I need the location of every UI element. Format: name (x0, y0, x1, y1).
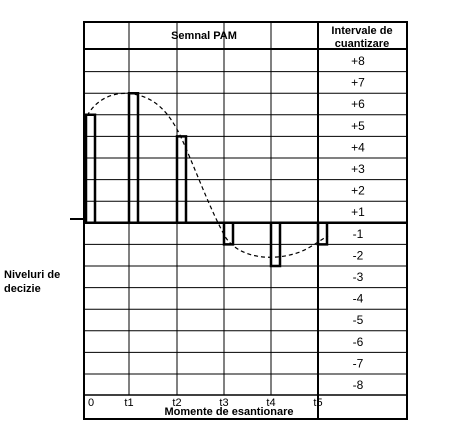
level-label: -1 (353, 227, 364, 241)
analog-signal-curve (83, 92, 329, 258)
level-label: -7 (353, 356, 364, 370)
quantization-level-labels: +8 +7 +6 +5 +4 +3 +2 +1 -1 -2 -3 -4 -5 -6 -7 -8 (351, 54, 365, 392)
pam-pulse (316, 222, 329, 246)
pam-pulse (269, 222, 282, 268)
sampling-moment-tick: t2 (172, 397, 181, 409)
intervals-title-line2: cuantizare (335, 38, 389, 50)
signal-title: Semnal PAM (171, 30, 237, 42)
level-label: +2 (351, 184, 365, 198)
level-label: -6 (353, 335, 364, 349)
level-label: -2 (353, 248, 364, 262)
sampling-moment-tick: t5 (313, 397, 322, 409)
pam-pulse (175, 135, 188, 223)
intervals-title-line1: Intervale de (331, 25, 392, 37)
level-label: -8 (353, 378, 364, 392)
decision-levels-label-line2: decizie (4, 283, 41, 295)
level-label: +8 (351, 54, 365, 68)
level-label: +5 (351, 119, 365, 133)
sampling-moment-tick: 0 (88, 397, 94, 409)
decision-levels-label-line1: Niveluri de (4, 269, 60, 281)
sampling-moment-ticks: 0 t1 t2 t3 t4 t5 (88, 397, 323, 409)
sampling-moment-tick: t3 (219, 397, 228, 409)
pam-pulse (127, 91, 140, 223)
level-label: -3 (353, 270, 364, 284)
level-label: +4 (351, 140, 365, 154)
level-label: +1 (351, 205, 365, 219)
sampling-moment-tick: t4 (266, 397, 275, 409)
pam-pulse (84, 113, 97, 223)
level-label: +7 (351, 76, 365, 90)
pam-pulse (222, 222, 235, 246)
level-label: +3 (351, 162, 365, 176)
pam-pulses (84, 91, 407, 268)
level-label: +6 (351, 97, 365, 111)
level-label: -5 (353, 313, 364, 327)
decision-level-grid (84, 22, 407, 395)
level-label: -4 (353, 292, 364, 306)
x-axis-title: Momente de esantionare (165, 406, 294, 418)
sampling-moment-tick: t1 (124, 397, 133, 409)
